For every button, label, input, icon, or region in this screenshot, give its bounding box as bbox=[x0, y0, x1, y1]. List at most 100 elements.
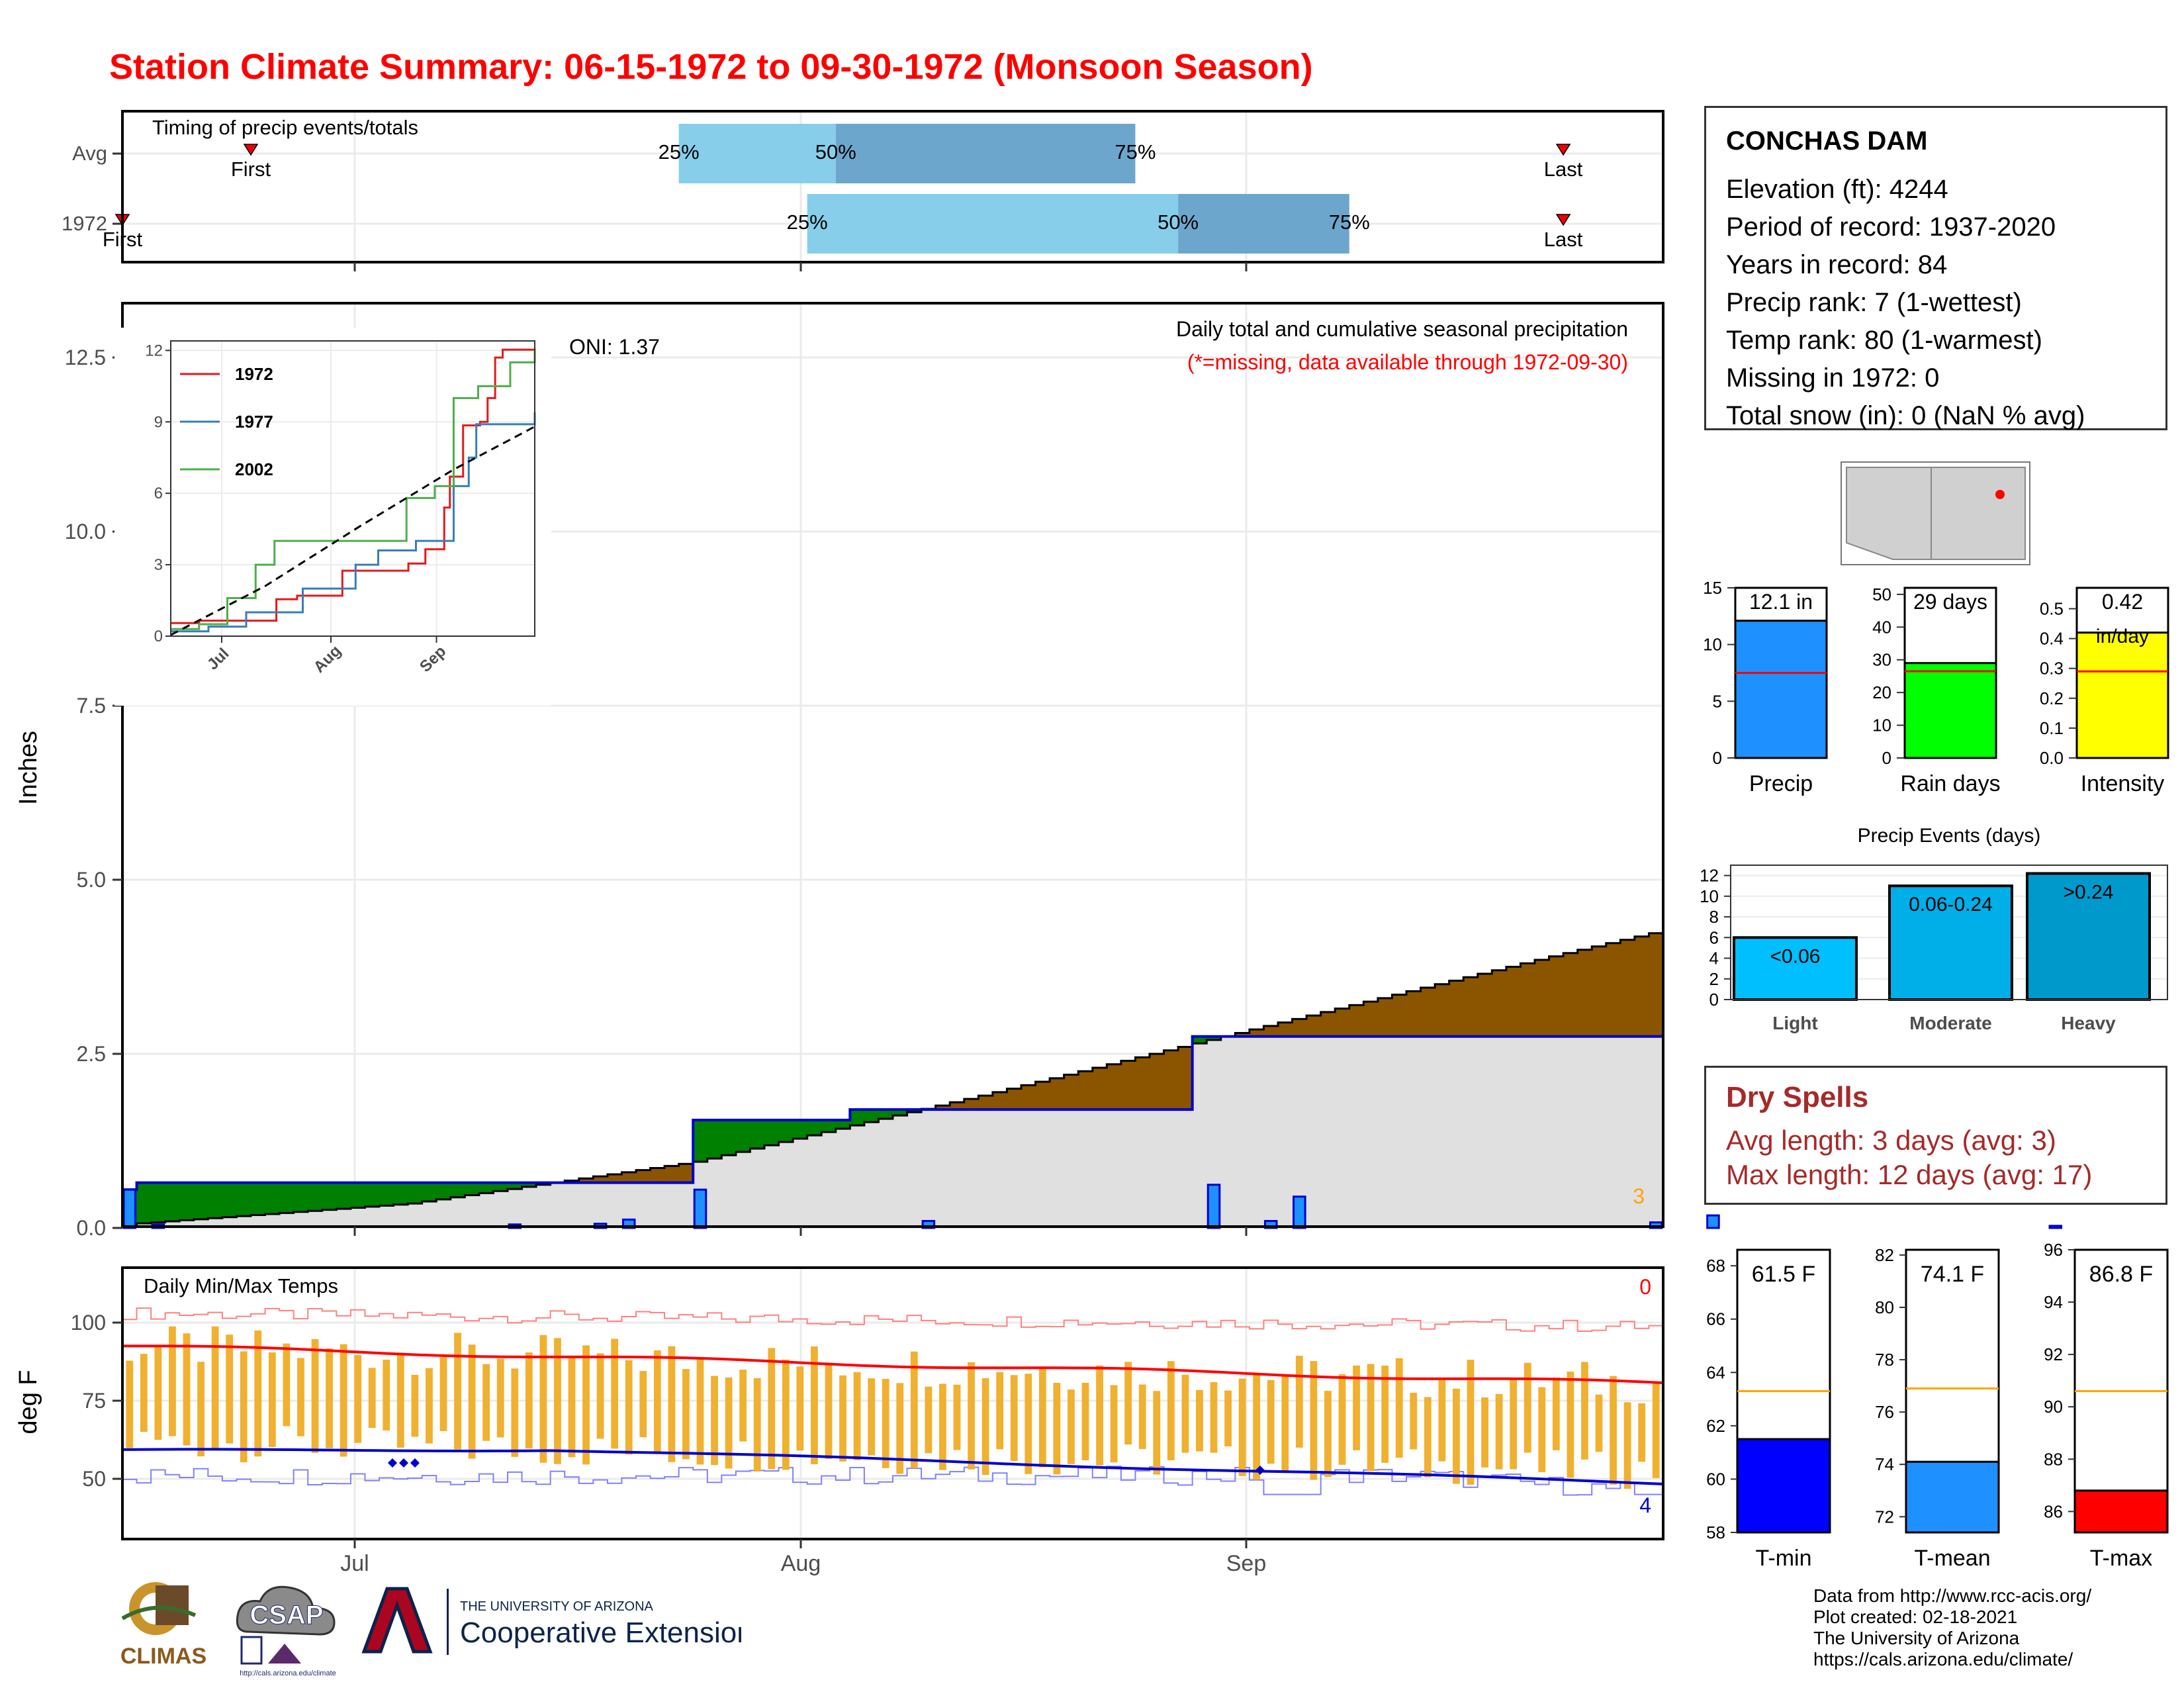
below-avg-fill bbox=[1249, 1029, 1265, 1037]
below-avg-fill bbox=[1477, 974, 1492, 1037]
daily-temp-bar bbox=[1281, 1376, 1289, 1473]
above-avg-fill bbox=[222, 1182, 238, 1217]
summary-y-tick-label: 10 bbox=[1703, 635, 1722, 655]
timing-last-marker bbox=[1555, 214, 1571, 226]
daily-precip-bar bbox=[1706, 1214, 1720, 1229]
daily-temp-bar bbox=[1295, 1356, 1303, 1448]
daily-temp-bar bbox=[1053, 1383, 1061, 1475]
daily-temp-bar bbox=[496, 1358, 504, 1438]
temp-bar-y-tick-label: 92 bbox=[2044, 1344, 2063, 1364]
below-avg-fill bbox=[1420, 988, 1435, 1037]
daily-temp-bar bbox=[739, 1370, 747, 1442]
csap-logo-text: CSAP bbox=[250, 1601, 323, 1630]
daily-temp-bar bbox=[1024, 1374, 1032, 1474]
above-avg-fill bbox=[265, 1182, 280, 1214]
daily-temp-bar bbox=[1538, 1387, 1546, 1473]
below-avg-fill bbox=[1278, 1022, 1293, 1037]
station-name: CONCHAS DAM bbox=[1726, 126, 1928, 156]
timing-panel-label: Timing of precip events/totals bbox=[152, 116, 418, 139]
chart-title: Station Climate Summary: 06-15-1972 to 0… bbox=[109, 47, 1313, 87]
above-avg-fill bbox=[308, 1182, 323, 1211]
below-avg-fill bbox=[1549, 956, 1564, 1037]
daily-temp-bar bbox=[340, 1344, 347, 1457]
timing-pct-label: 50% bbox=[815, 140, 856, 164]
below-avg-fill bbox=[1449, 980, 1464, 1037]
below-avg-fill bbox=[593, 1176, 608, 1183]
new-mexico-shape bbox=[1931, 467, 2026, 560]
daily-temp-bar bbox=[297, 1358, 304, 1436]
daily-temp-bar bbox=[882, 1379, 889, 1468]
daily-temp-bar bbox=[696, 1359, 704, 1465]
temp-bar-y-tick-label: 72 bbox=[1875, 1507, 1894, 1526]
daily-temp-bar bbox=[796, 1366, 804, 1451]
timing-bar-25-50 bbox=[807, 194, 1179, 254]
below-avg-fill bbox=[1506, 966, 1522, 1037]
below-avg-fill bbox=[1035, 1082, 1050, 1110]
below-avg-fill bbox=[1007, 1088, 1022, 1110]
precip-y-tick-label: 12.5 bbox=[65, 346, 106, 369]
footer-university: The University of Arizona bbox=[1813, 1628, 2020, 1648]
arizona-shape bbox=[1846, 467, 1932, 560]
above-avg-fill bbox=[478, 1182, 494, 1194]
daily-temp-bar bbox=[126, 1360, 134, 1448]
below-avg-fill bbox=[1064, 1074, 1079, 1110]
above-avg-fill bbox=[508, 1182, 523, 1190]
daily-temp-bar bbox=[682, 1369, 690, 1460]
daily-temp-bar bbox=[1453, 1388, 1460, 1484]
above-avg-fill bbox=[151, 1182, 166, 1223]
daily-temp-bar bbox=[1267, 1380, 1275, 1464]
temp-y-axis-label: deg F bbox=[15, 1370, 42, 1434]
temp-bar-label: T-mean bbox=[1914, 1546, 1990, 1571]
daily-temp-bar bbox=[839, 1375, 846, 1462]
daily-temp-bar bbox=[1167, 1361, 1175, 1460]
daily-temp-bar bbox=[1495, 1393, 1503, 1470]
inset-y-tick-label: 12 bbox=[145, 342, 163, 359]
daily-temp-bar bbox=[240, 1351, 248, 1462]
temp-y-tick-label: 100 bbox=[71, 1311, 106, 1335]
precip-y-tick-label: 7.5 bbox=[77, 694, 106, 718]
precip-y-tick-label: 5.0 bbox=[77, 868, 106, 892]
daily-temp-bar bbox=[596, 1353, 604, 1439]
below-avg-fill bbox=[1577, 949, 1592, 1037]
daily-temp-bar bbox=[625, 1360, 633, 1455]
summary-y-tick-label: 40 bbox=[1872, 617, 1891, 637]
summary-bar-value-label: 12.1 in bbox=[1749, 590, 1813, 614]
above-avg-fill bbox=[208, 1182, 223, 1219]
summary-y-tick-label: 0.2 bbox=[2040, 688, 2064, 708]
daily-temp-bar bbox=[525, 1352, 533, 1449]
temp-bar-y-tick-label: 60 bbox=[1706, 1469, 1725, 1489]
avg-max-temp-line bbox=[122, 1344, 1664, 1384]
summary-bar bbox=[2075, 632, 2169, 759]
above-avg-fill bbox=[735, 1119, 751, 1152]
above-avg-fill bbox=[350, 1182, 366, 1208]
temp-bar-y-tick-label: 96 bbox=[2044, 1240, 2063, 1260]
x-tick-label: Jul bbox=[340, 1551, 369, 1576]
daily-temp-bar bbox=[853, 1372, 861, 1461]
daily-temp-bar bbox=[154, 1344, 162, 1440]
temp-y-tick-label: 50 bbox=[82, 1467, 106, 1491]
below-avg-fill bbox=[1520, 963, 1535, 1037]
above-avg-fill bbox=[293, 1182, 308, 1212]
inset-y-tick-label: 0 bbox=[154, 628, 163, 645]
daily-temp-bar bbox=[1567, 1372, 1574, 1478]
summary-bar bbox=[1903, 662, 1997, 759]
timing-panel-border bbox=[121, 110, 1664, 263]
below-avg-fill bbox=[664, 1166, 680, 1183]
events-y-tick-label: 8 bbox=[1709, 907, 1719, 927]
daily-temp-bar bbox=[1181, 1374, 1189, 1453]
inset-y-tick-label: 6 bbox=[154, 485, 163, 502]
daily-temp-bar bbox=[1324, 1391, 1332, 1477]
inset-border bbox=[170, 340, 535, 637]
below-avg-fill bbox=[1363, 1002, 1379, 1037]
above-avg-fill bbox=[165, 1182, 180, 1222]
below-avg-fill bbox=[1306, 1015, 1322, 1037]
footer-url: https://cals.arizona.edu/climate/ bbox=[1813, 1649, 2073, 1669]
below-avg-fill bbox=[650, 1168, 665, 1183]
daily-temp-bar bbox=[1638, 1403, 1646, 1462]
below-avg-fill bbox=[1263, 1025, 1279, 1037]
summary-bar bbox=[1734, 620, 1828, 759]
summary-bar-value-label: 0.42 bbox=[2102, 590, 2143, 614]
above-avg-fill bbox=[179, 1182, 195, 1221]
daily-temp-bar bbox=[968, 1362, 975, 1470]
